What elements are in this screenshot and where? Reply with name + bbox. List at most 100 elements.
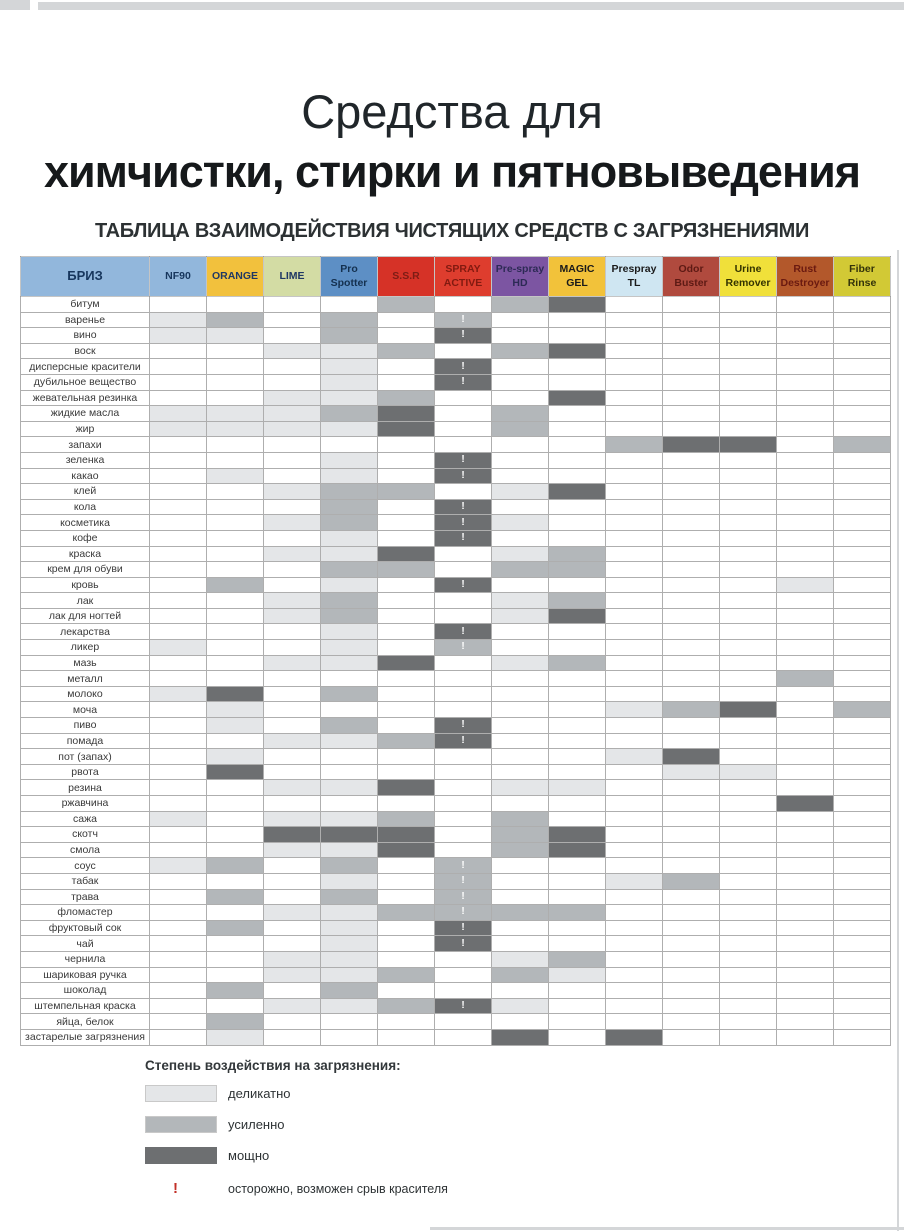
row-label: жир <box>20 420 150 438</box>
matrix-cell <box>833 529 891 547</box>
matrix-cell <box>776 420 834 438</box>
matrix-cell <box>662 950 720 968</box>
matrix-cell <box>149 826 207 843</box>
table-row: пиво! <box>20 717 891 734</box>
matrix-cell <box>149 935 207 952</box>
matrix-cell <box>833 935 891 952</box>
matrix-cell <box>206 420 264 438</box>
matrix-cell <box>776 436 834 453</box>
row-label: лекарства <box>20 623 150 641</box>
matrix-cell <box>149 342 207 360</box>
matrix-cell <box>548 966 606 984</box>
matrix-cell <box>434 810 492 828</box>
matrix-cell <box>377 436 435 453</box>
matrix-cell <box>377 1028 435 1046</box>
matrix-cell <box>320 997 378 1015</box>
legend-label-warning: осторожно, возможен срыв красителя <box>228 1182 448 1196</box>
matrix-cell <box>263 795 321 812</box>
matrix-cell <box>719 592 777 609</box>
matrix-cell <box>719 561 777 578</box>
matrix-cell <box>377 311 435 329</box>
table-row: шоколад <box>20 982 891 999</box>
matrix-cell <box>548 919 606 937</box>
matrix-cell <box>149 810 207 828</box>
row-label: фломастер <box>20 904 150 921</box>
matrix-cell <box>206 670 264 687</box>
matrix-cell <box>605 545 663 563</box>
matrix-cell <box>548 1013 606 1030</box>
matrix-cell <box>491 311 549 329</box>
scan-artifact <box>0 0 30 10</box>
matrix-cell <box>719 654 777 672</box>
matrix-cell <box>149 654 207 672</box>
matrix-cell <box>263 732 321 750</box>
matrix-cell <box>434 763 492 781</box>
matrix-cell <box>263 467 321 485</box>
matrix-cell <box>833 795 891 812</box>
matrix-cell <box>776 685 834 703</box>
matrix-cell <box>149 795 207 812</box>
matrix-cell <box>662 545 720 563</box>
matrix-cell-warning: ! <box>434 732 492 750</box>
matrix-cell <box>833 950 891 968</box>
page-title-line2: химчистки, стирки и пятновыведения <box>43 146 861 197</box>
matrix-cell <box>320 685 378 703</box>
matrix-cell <box>320 436 378 453</box>
row-label: резина <box>20 779 150 796</box>
matrix-cell <box>491 1028 549 1046</box>
table-row: жидкие масла <box>20 405 891 422</box>
matrix-cell <box>662 1013 720 1030</box>
table-row: пот (запах) <box>20 748 891 765</box>
matrix-cell <box>833 701 891 719</box>
matrix-cell <box>491 639 549 656</box>
matrix-cell <box>149 888 207 906</box>
matrix-cell <box>149 420 207 438</box>
matrix-cell <box>377 872 435 890</box>
matrix-cell <box>434 654 492 672</box>
matrix-cell-warning: ! <box>434 451 492 469</box>
matrix-cell <box>548 639 606 656</box>
matrix-cell <box>320 592 378 609</box>
matrix-cell <box>662 810 720 828</box>
matrix-cell <box>206 732 264 750</box>
matrix-cell <box>434 561 492 578</box>
matrix-cell <box>662 763 720 781</box>
matrix-cell <box>206 576 264 594</box>
matrix-cell <box>833 888 891 906</box>
matrix-cell <box>719 670 777 687</box>
matrix-cell <box>491 561 549 578</box>
matrix-cell <box>434 795 492 812</box>
matrix-cell <box>662 997 720 1015</box>
table-row: воск <box>20 342 891 360</box>
matrix-cell <box>605 1028 663 1046</box>
matrix-cell <box>320 327 378 344</box>
matrix-cell <box>833 389 891 407</box>
legend-label-enhanced: усиленно <box>228 1117 285 1132</box>
matrix-cell <box>149 950 207 968</box>
matrix-cell <box>491 935 549 952</box>
matrix-cell <box>320 639 378 656</box>
matrix-cell <box>662 514 720 531</box>
matrix-cell <box>263 966 321 984</box>
matrix-cell <box>206 623 264 641</box>
matrix-cell <box>377 327 435 344</box>
matrix-cell <box>377 826 435 843</box>
table-row: чернила <box>20 950 891 968</box>
table-row: фломастер! <box>20 904 891 921</box>
row-label: краска <box>20 545 150 563</box>
matrix-cell <box>320 857 378 874</box>
legend-label-delicate: деликатно <box>228 1086 291 1101</box>
matrix-cell <box>491 451 549 469</box>
matrix-cell <box>377 545 435 563</box>
row-label: жидкие масла <box>20 405 150 422</box>
matrix-cell <box>434 405 492 422</box>
matrix-cell <box>776 888 834 906</box>
matrix-cell <box>776 327 834 344</box>
column-header: ORANGE <box>206 256 264 297</box>
matrix-cell <box>605 966 663 984</box>
matrix-cell <box>320 483 378 500</box>
matrix-cell-warning: ! <box>434 935 492 952</box>
matrix-cell <box>377 373 435 391</box>
matrix-cell <box>833 872 891 890</box>
matrix-cell <box>548 561 606 578</box>
